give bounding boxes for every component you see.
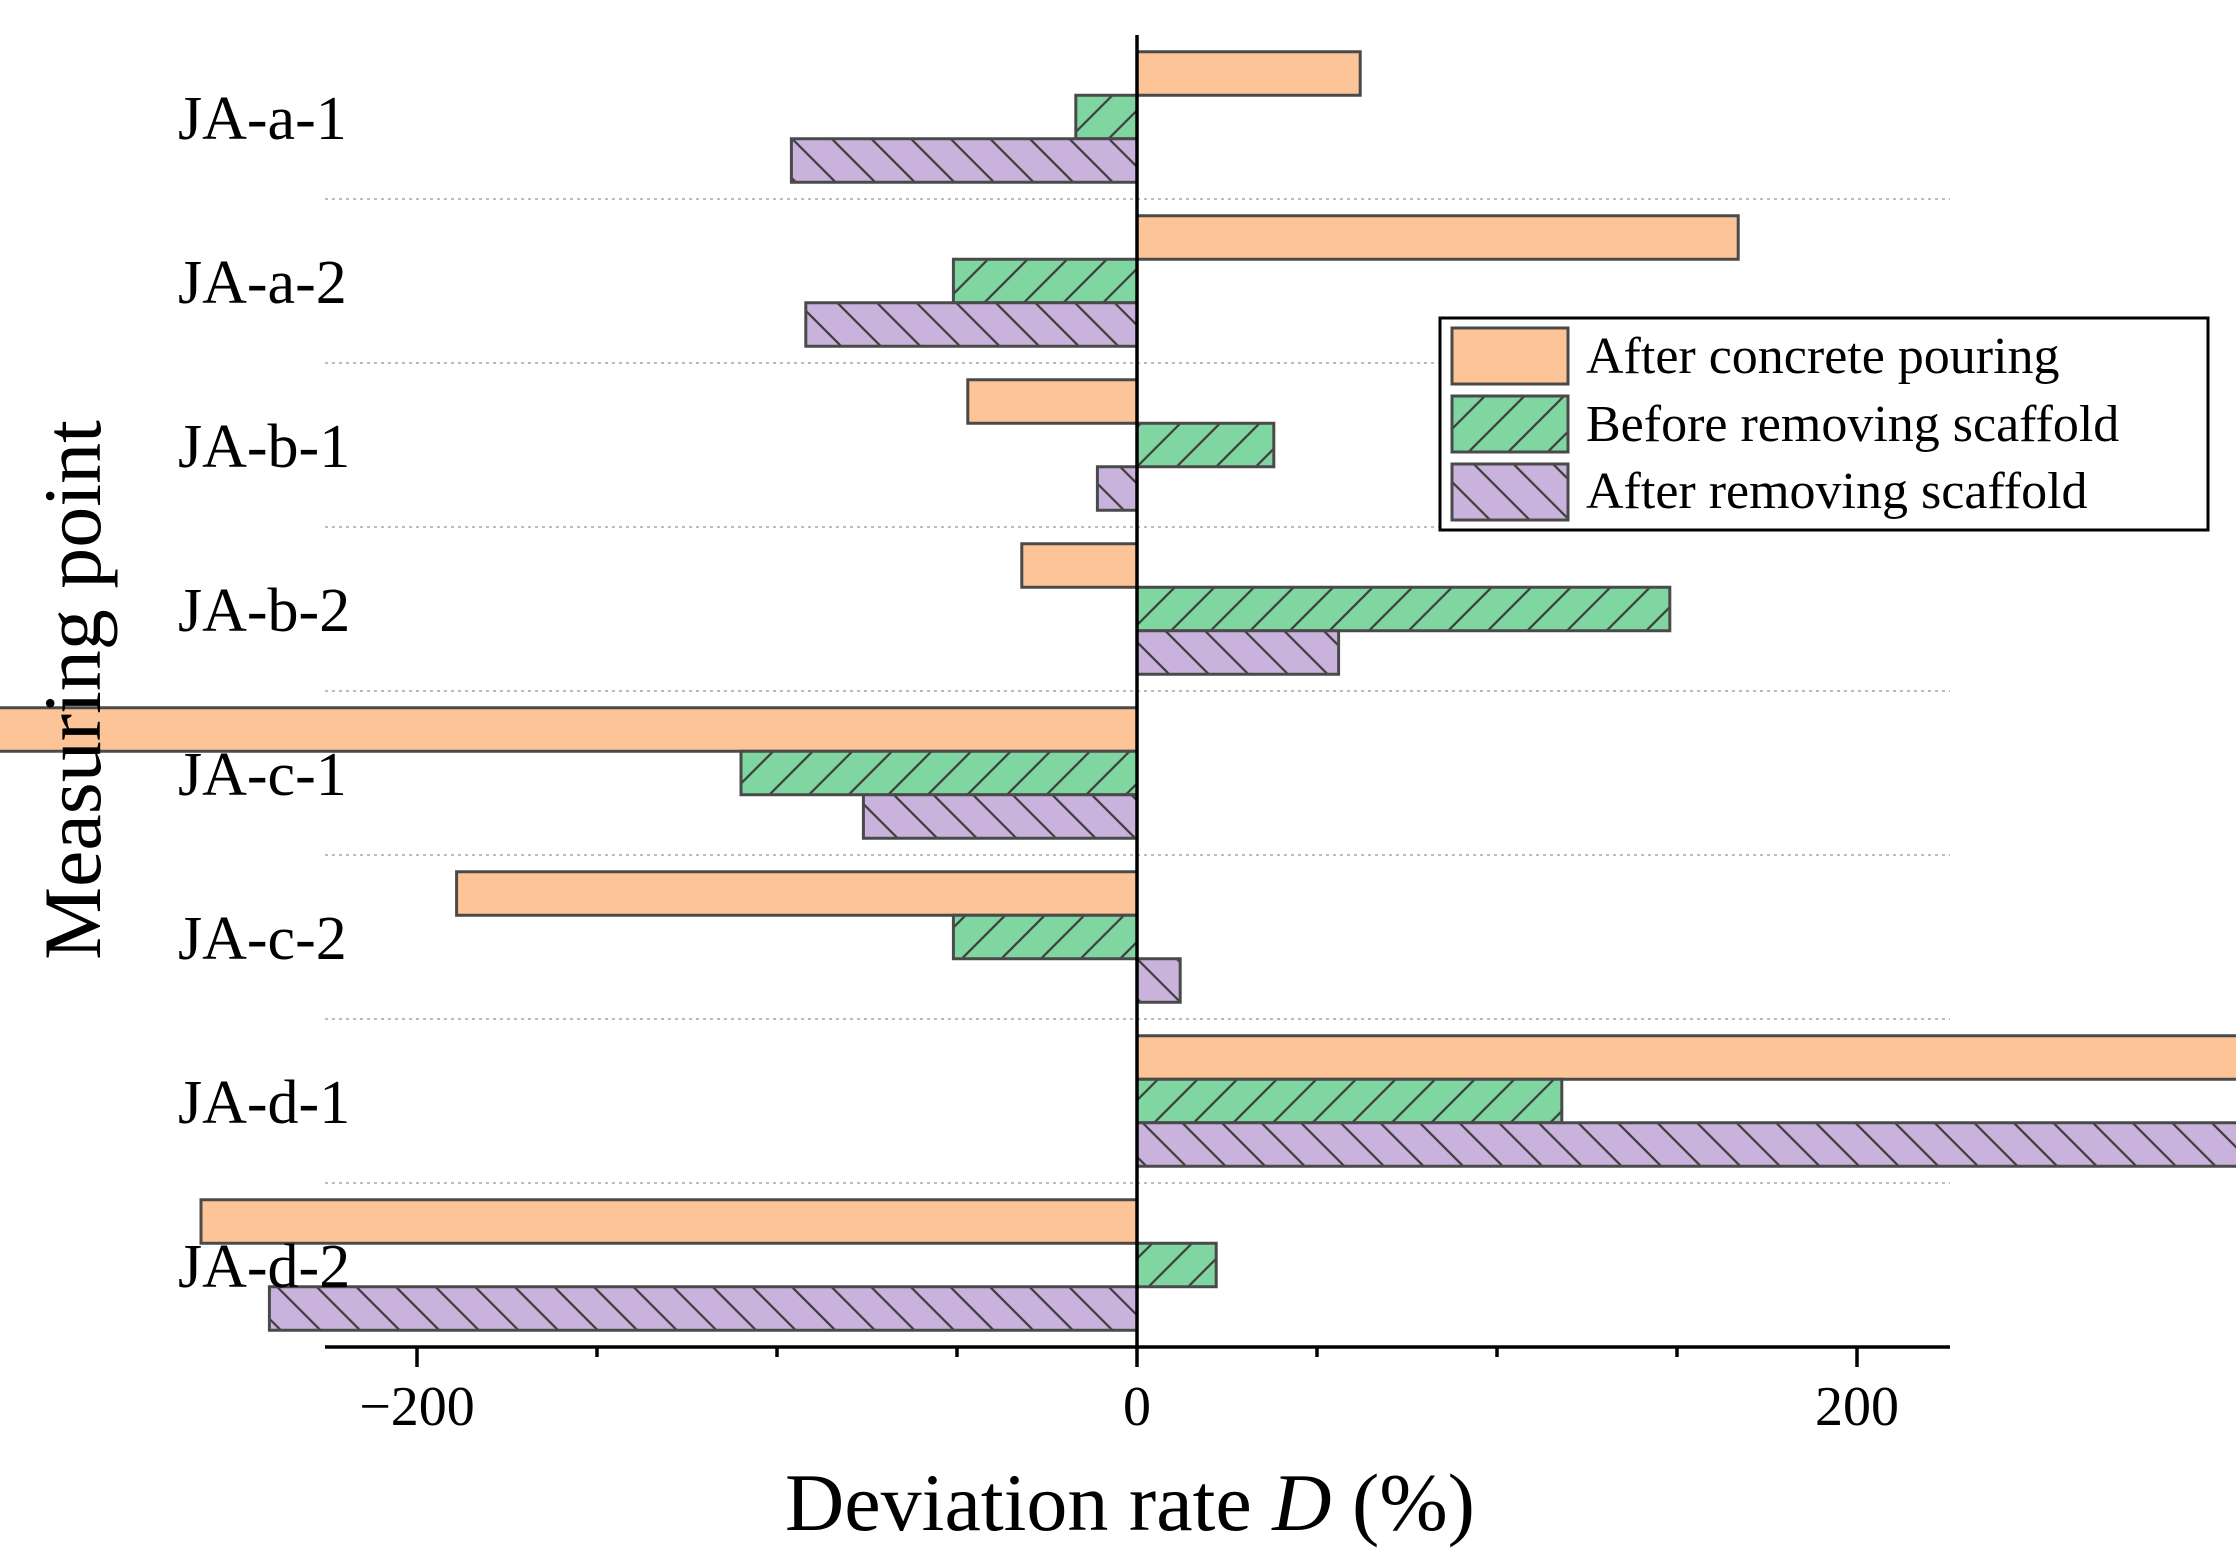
bar-before-removing-scaffold-ja-c-2	[951, 913, 1139, 961]
bar-after-removing-scaffold-ja-d-1	[1135, 1121, 2236, 1168]
category-label: JA-a-2	[178, 249, 347, 317]
legend-label-after-concrete-pouring: After concrete pouring	[1586, 328, 2060, 385]
bar-after-concrete-pouring-ja-d-1	[1135, 1034, 2236, 1081]
bar-after-concrete-pouring-ja-b-2	[1020, 542, 1139, 589]
bar-after-removing-scaffold-ja-c-2	[1135, 957, 1182, 1004]
category-label: JA-a-1	[178, 85, 347, 153]
axis-layer	[325, 35, 1950, 1367]
bar-before-removing-scaffold-ja-b-2	[1135, 585, 1672, 633]
y-axis-title: Measuring point	[27, 420, 118, 960]
bar-before-removing-scaffold-ja-d-2	[1135, 1241, 1218, 1289]
category-label: JA-b-2	[178, 577, 350, 645]
category-label: JA-d-1	[178, 1069, 350, 1137]
bar-after-removing-scaffold-ja-b-2	[1135, 629, 1341, 676]
bar-after-removing-scaffold-ja-c-1	[861, 793, 1139, 840]
bar-after-removing-scaffold-ja-a-2	[804, 301, 1139, 348]
label-layer: JA-a-1 JA-a-2 JA-b-1 JA-b-2 JA-c-1 JA-c-2 JA-d…	[178, 85, 1899, 1438]
bar-before-removing-scaffold-ja-b-1	[1135, 421, 1276, 469]
bar-before-removing-scaffold-ja-d-1	[1135, 1077, 1564, 1125]
bar-before-removing-scaffold-ja-a-1	[1074, 93, 1139, 141]
legend-swatch-before-removing-scaffold	[1450, 394, 1570, 454]
bar-after-removing-scaffold-ja-b-1	[1095, 465, 1139, 512]
category-label: JA-b-1	[178, 413, 350, 481]
bar-after-concrete-pouring-ja-b-1	[966, 378, 1139, 425]
x-tick-label: 200	[1815, 1376, 1899, 1438]
category-label: JA-c-1	[178, 741, 347, 809]
bar-after-concrete-pouring-ja-a-2	[1135, 214, 1740, 261]
bar-after-removing-scaffold-ja-d-2	[267, 1285, 1139, 1332]
legend-swatch-after-removing-scaffold	[1450, 462, 1570, 522]
x-axis-title-unit: (%)	[1332, 1457, 1475, 1548]
x-axis-title: Deviation rate D (%)	[785, 1457, 1475, 1548]
legend-label-before-removing-scaffold: Before removing scaffold	[1586, 396, 2119, 453]
x-axis-title-variable: D	[1271, 1457, 1331, 1548]
legend-swatch-after-concrete-pouring	[1450, 326, 1570, 386]
bar-after-concrete-pouring-ja-c-2	[455, 870, 1139, 917]
x-axis-title-text: Deviation rate	[785, 1457, 1272, 1548]
x-tick-label: −200	[359, 1376, 475, 1438]
bar-after-concrete-pouring-ja-d-2	[199, 1198, 1139, 1245]
legend-label-after-removing-scaffold: After removing scaffold	[1586, 463, 2088, 520]
bar-after-concrete-pouring-ja-a-1	[1135, 50, 1362, 97]
category-label: JA-c-2	[178, 905, 347, 973]
category-label: JA-d-2	[178, 1233, 350, 1301]
bars-layer	[0, 50, 2236, 1332]
legend: After concrete pouring Before removing s…	[1438, 316, 2210, 532]
bar-before-removing-scaffold-ja-a-2	[951, 257, 1139, 305]
x-tick-label: 0	[1123, 1376, 1151, 1438]
bar-after-concrete-pouring-ja-c-1	[0, 706, 1139, 753]
bar-before-removing-scaffold-ja-c-1	[739, 749, 1139, 797]
bar-after-removing-scaffold-ja-a-1	[789, 137, 1139, 184]
